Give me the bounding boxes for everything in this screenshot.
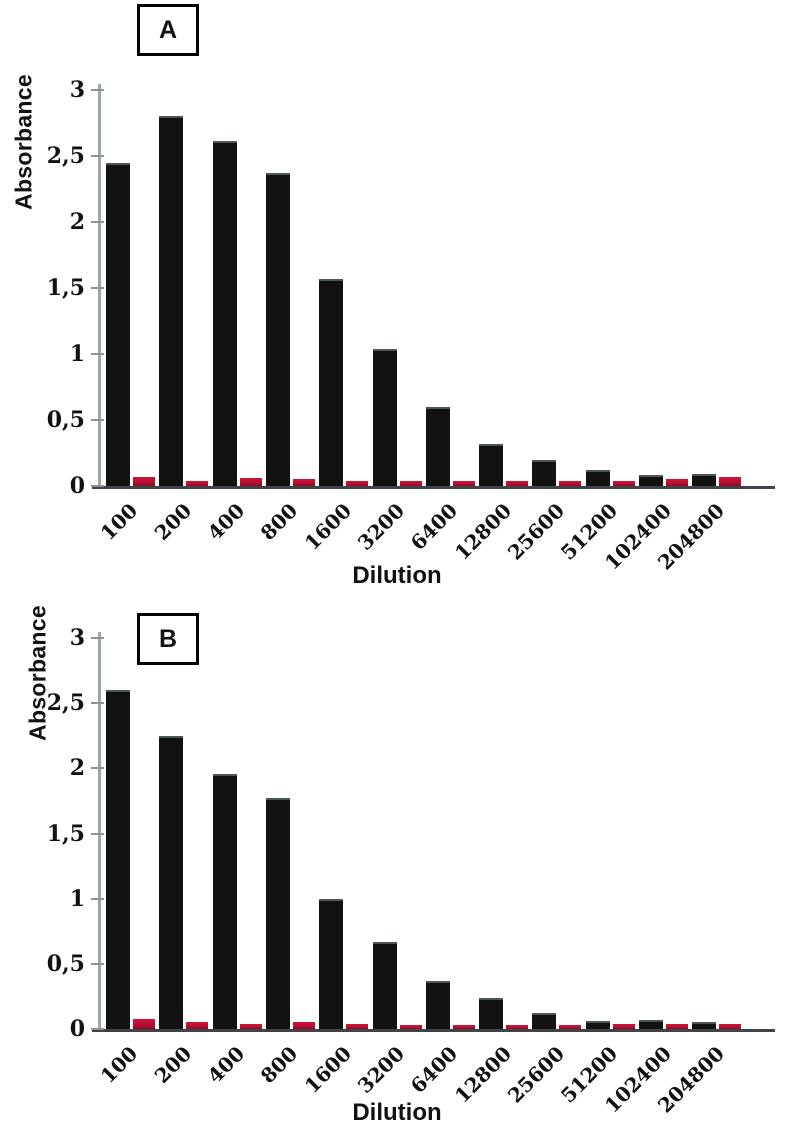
bar-red-100 (133, 476, 155, 486)
bar-red-3200 (399, 480, 422, 486)
y-tick-label: 2,5 (46, 143, 85, 169)
bar-black-400 (212, 141, 237, 486)
bar-black-102400 (639, 1019, 663, 1029)
bar-red-51200 (612, 1023, 635, 1029)
y-axis-tick (91, 962, 104, 965)
bar-red-800 (292, 479, 315, 486)
panel-label: B (158, 624, 178, 653)
y-axis-tick (91, 221, 104, 223)
bar-red-200 (186, 480, 209, 486)
bar-black-204800 (692, 1022, 717, 1029)
x-tick-label: 200 (149, 1041, 196, 1089)
bar-black-25600 (532, 1013, 557, 1029)
bar-red-1600 (346, 1023, 369, 1029)
bar-red-6400 (452, 480, 475, 486)
y-tick-label: 2 (69, 755, 85, 782)
x-tick-label: 400 (202, 1041, 250, 1089)
y-axis-tick (91, 287, 104, 289)
x-tick-label: 1600 (299, 1041, 356, 1098)
x-axis-line (92, 486, 775, 489)
x-tick-label: 800 (255, 1041, 303, 1089)
bar-black-400 (212, 773, 237, 1029)
bar-black-51200 (585, 470, 610, 486)
y-tick-label: 0,5 (46, 950, 85, 977)
bar-red-3200 (399, 1025, 422, 1029)
y-tick-label: 1 (69, 885, 85, 912)
y-axis-tick (91, 897, 104, 900)
panel-label-box: B (137, 613, 199, 665)
panel-label: A (158, 15, 178, 44)
bar-black-51200 (585, 1021, 610, 1029)
bar-black-800 (265, 173, 290, 486)
bar-black-3200 (372, 941, 397, 1029)
y-tick-label: 1 (69, 341, 85, 367)
bar-black-1600 (319, 278, 344, 486)
bar-red-100 (133, 1018, 155, 1029)
bar-black-200 (159, 735, 184, 1029)
bar-black-6400 (425, 406, 450, 486)
bar-black-102400 (639, 475, 663, 486)
y-axis-tick (91, 1028, 104, 1030)
y-axis-tick (91, 637, 104, 639)
y-axis-line (98, 84, 101, 488)
bar-red-12800 (506, 480, 529, 486)
x-tick-label: 3200 (352, 1041, 409, 1098)
y-tick-label: 1,5 (46, 275, 85, 301)
y-axis-tick (91, 155, 104, 157)
y-tick-label: 0 (69, 473, 85, 499)
bar-black-204800 (692, 474, 717, 486)
bar-red-204800 (719, 1023, 742, 1029)
bar-red-6400 (452, 1025, 475, 1029)
bar-red-25600 (559, 1025, 582, 1029)
bar-red-102400 (666, 479, 688, 486)
bar-red-102400 (666, 1023, 688, 1029)
y-tick-label: 0 (69, 1016, 85, 1042)
y-tick-label: 2 (69, 209, 85, 235)
bar-black-1600 (319, 898, 344, 1029)
bar-red-1600 (346, 480, 369, 486)
bar-black-6400 (425, 980, 450, 1029)
bar-black-12800 (479, 443, 504, 486)
y-tick-label: 2,5 (46, 690, 85, 717)
y-tick-label: 0,5 (46, 407, 85, 433)
bar-red-12800 (506, 1025, 529, 1029)
y-axis-line (98, 632, 101, 1031)
y-axis-tick (91, 767, 104, 770)
bar-black-200 (159, 116, 184, 486)
x-tick-label: 25600 (502, 1041, 569, 1108)
y-tick-label: 3 (69, 77, 85, 103)
y-axis-tick (91, 832, 104, 835)
x-tick-label: 12800 (449, 1041, 516, 1108)
bar-red-25600 (559, 480, 582, 486)
y-tick-label: 1,5 (46, 820, 85, 847)
bar-red-200 (186, 1022, 209, 1029)
bar-red-400 (239, 1023, 262, 1029)
bar-black-3200 (372, 348, 397, 486)
bar-red-204800 (719, 476, 742, 486)
bar-black-800 (265, 798, 290, 1029)
y-axis-tick (91, 419, 104, 421)
bar-black-12800 (479, 997, 504, 1029)
y-axis-tick (91, 353, 104, 355)
x-tick-label: 100 (95, 1041, 143, 1089)
y-axis-tick (91, 89, 104, 91)
panel-label-box: A (137, 4, 199, 56)
y-tick-label: 3 (69, 625, 85, 651)
x-axis-line (92, 1029, 775, 1032)
y-axis-tick (91, 485, 104, 487)
bar-red-51200 (612, 480, 635, 486)
bar-red-800 (292, 1022, 315, 1029)
bar-black-100 (106, 162, 130, 486)
bar-black-100 (106, 690, 130, 1029)
bar-black-25600 (532, 459, 557, 486)
bar-red-400 (239, 478, 262, 486)
y-axis-tick (91, 702, 104, 705)
x-axis-title: Dilution (352, 562, 442, 589)
x-axis-title: Dilution (352, 1099, 442, 1126)
